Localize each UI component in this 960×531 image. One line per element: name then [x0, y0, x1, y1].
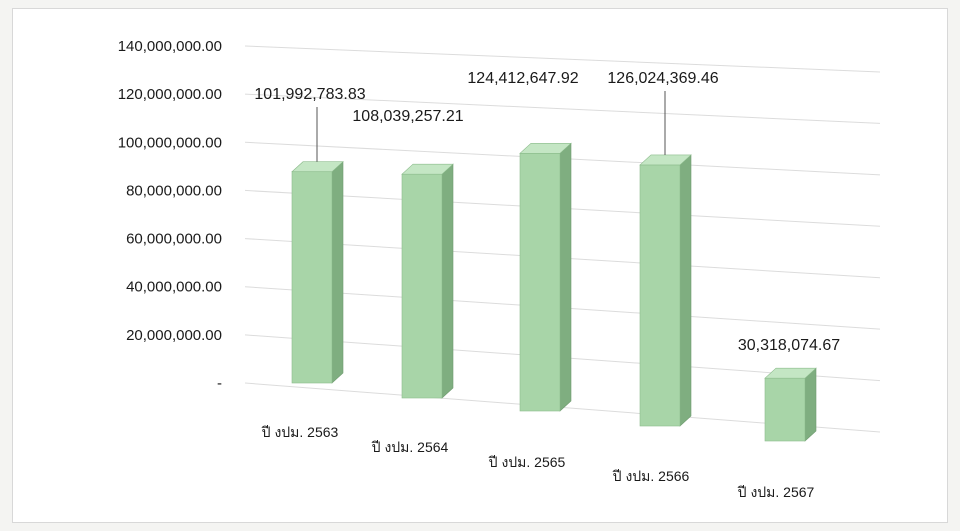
leader-lines: [316, 91, 666, 162]
bar-front: [764, 377, 806, 442]
category-label: ปี งปม. 2567: [737, 484, 814, 500]
bar: [291, 161, 344, 384]
gridline: [244, 45, 881, 73]
bar-top: [764, 367, 817, 379]
y-tick-label: 80,000,000.00: [126, 182, 222, 199]
bar-side: [679, 154, 692, 427]
bar-top: [401, 163, 454, 175]
y-tick-label: 140,000,000.00: [118, 38, 222, 55]
bar-side: [441, 163, 454, 399]
category-label: ปี งปม. 2565: [488, 454, 565, 470]
bar: [639, 154, 692, 427]
category-label: ปี งปม. 2566: [612, 468, 689, 484]
bar-top: [291, 161, 344, 173]
bar-front: [519, 152, 561, 412]
y-axis-ticks: - 20,000,000.00 40,000,000.00 60,000,000.00…: [118, 38, 222, 392]
bar-side: [331, 161, 344, 384]
bar: [764, 367, 817, 442]
y-tick-label: 40,000,000.00: [126, 279, 222, 296]
category-labels: ปี งปม. 2563 ปี งปม. 2564 ปี งปม. 2565 ปี ง…: [261, 424, 814, 500]
y-tick-label: 60,000,000.00: [126, 231, 222, 248]
data-label: 30,318,074.67: [738, 337, 840, 354]
bar: [519, 142, 572, 412]
bar-side: [804, 367, 817, 442]
y-tick-label: 100,000,000.00: [118, 134, 222, 151]
bar-front: [291, 171, 333, 384]
y-tick-label: 20,000,000.00: [126, 327, 222, 344]
category-label: ปี งปม. 2564: [371, 439, 448, 455]
category-label: ปี งปม. 2563: [261, 424, 338, 440]
y-tick-label: 120,000,000.00: [118, 86, 222, 103]
bars: [291, 142, 817, 442]
data-label: 101,992,783.83: [254, 86, 365, 103]
data-label: 126,024,369.46: [607, 70, 718, 87]
data-label: 108,039,257.21: [352, 108, 463, 125]
bar: [401, 163, 454, 399]
bar-front: [401, 173, 443, 399]
bar-side: [559, 142, 572, 412]
data-labels: 101,992,783.83 108,039,257.21 124,412,647.…: [254, 70, 840, 354]
bar-top: [519, 142, 572, 154]
gridline: [244, 93, 881, 124]
data-label: 124,412,647.92: [467, 70, 578, 87]
y-tick-label: -: [217, 375, 222, 392]
bar-top: [639, 154, 692, 166]
bar-front: [639, 164, 681, 427]
